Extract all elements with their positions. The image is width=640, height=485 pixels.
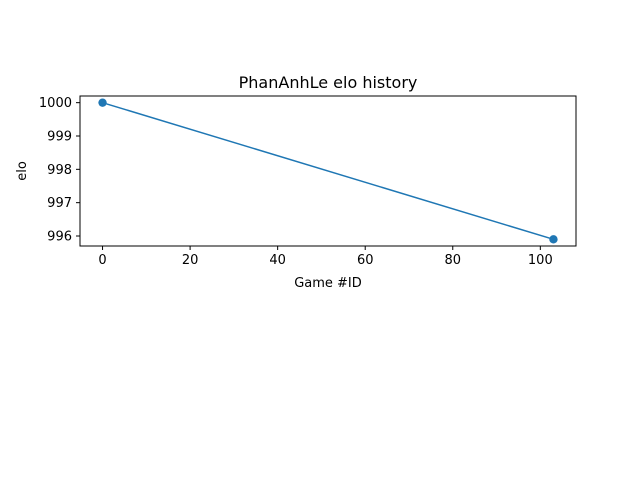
x-tick-label: 0 [98, 253, 106, 268]
x-tick-label: 80 [444, 253, 461, 268]
y-tick-label: 1000 [39, 96, 72, 111]
x-tick-label: 20 [182, 253, 199, 268]
series-line [102, 101, 554, 241]
y-tick-label: 998 [47, 163, 72, 178]
y-tick-label: 996 [47, 230, 72, 245]
x-tick-label: 40 [269, 253, 286, 268]
data-point [549, 235, 558, 244]
plot-frame [79, 95, 577, 247]
y-tick-label: 999 [47, 130, 72, 145]
chart-title: PhanAnhLe elo history [239, 73, 418, 92]
series-layer [98, 98, 558, 244]
y-axis-ticks: 996 997 998 999 1000 [39, 96, 80, 245]
x-tick-label: 100 [528, 253, 553, 268]
y-tick-label: 997 [47, 196, 72, 211]
x-tick-label: 60 [357, 253, 374, 268]
x-axis-label: Game #ID [294, 276, 362, 291]
data-point [98, 98, 107, 107]
x-axis-ticks: 0 20 40 60 80 100 [98, 246, 553, 268]
y-axis-label: elo [15, 161, 30, 181]
